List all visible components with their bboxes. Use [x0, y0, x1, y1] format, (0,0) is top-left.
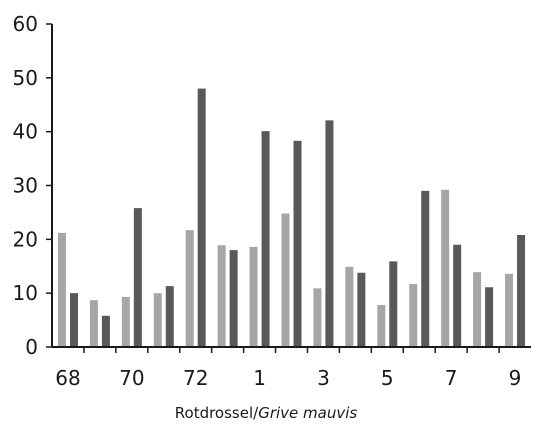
y-tick-label: 40 — [13, 120, 38, 144]
bar-series-2-7 — [453, 244, 462, 347]
bar-series-2-5 — [389, 261, 398, 347]
y-axis-ticks: 0 10 20 30 40 50 60 — [13, 12, 52, 359]
bar-series-2-4 — [357, 272, 366, 347]
bars — [57, 88, 526, 347]
bar-series-1-7 — [441, 189, 450, 347]
y-tick-label: 0 — [25, 335, 38, 359]
x-axis-ticks: 68 70 72 1 3 5 7 9 — [55, 347, 521, 390]
bar-series-2-1 — [261, 131, 270, 347]
bar-series-2-71 — [165, 286, 174, 347]
x-tick-label: 3 — [317, 366, 330, 390]
bar-series-2-6 — [421, 190, 430, 347]
x-axis-label-italic: Grive mauvis — [258, 404, 357, 422]
bar-series-1-4 — [345, 266, 354, 347]
bar-series-2-70 — [133, 208, 142, 347]
y-tick-label: 10 — [13, 281, 38, 305]
bar-series-2-73 — [229, 250, 238, 347]
x-tick-label: 70 — [119, 366, 144, 390]
x-axis-label: Rotdrossel/Grive mauvis — [175, 404, 358, 422]
bar-series-1-1 — [249, 246, 258, 347]
bar-series-1-69 — [89, 300, 98, 347]
bar-series-2-2 — [293, 140, 302, 347]
bar-series-1-72 — [185, 230, 194, 347]
bar-series-1-3 — [313, 288, 322, 347]
x-tick-label: 7 — [445, 366, 458, 390]
y-tick-label: 50 — [13, 66, 38, 90]
x-axis-label-plain: Rotdrossel/ — [175, 404, 259, 422]
x-tick-label: 68 — [55, 366, 80, 390]
bar-series-1-71 — [153, 293, 162, 347]
bar-series-2-72 — [197, 88, 206, 347]
x-tick-label: 5 — [381, 366, 394, 390]
bar-series-2-8 — [485, 287, 494, 347]
y-tick-label: 20 — [13, 227, 38, 251]
bar-series-2-3 — [325, 120, 334, 347]
bar-series-1-68 — [57, 232, 66, 347]
bar-series-1-70 — [121, 296, 130, 347]
bar-series-2-9 — [517, 235, 526, 347]
bar-series-2-68 — [69, 293, 78, 347]
y-tick-label: 60 — [13, 12, 38, 36]
x-tick-label: 9 — [509, 366, 522, 390]
bar-series-1-6 — [409, 284, 418, 347]
bar-series-1-5 — [377, 305, 386, 347]
bar-series-2-69 — [101, 315, 110, 347]
bar-series-1-8 — [473, 272, 482, 347]
bar-series-1-73 — [217, 245, 226, 347]
x-tick-label: 1 — [253, 366, 266, 390]
bar-series-1-2 — [281, 213, 290, 347]
bar-series-1-9 — [505, 273, 514, 347]
y-tick-label: 30 — [13, 174, 38, 198]
x-tick-label: 72 — [183, 366, 208, 390]
